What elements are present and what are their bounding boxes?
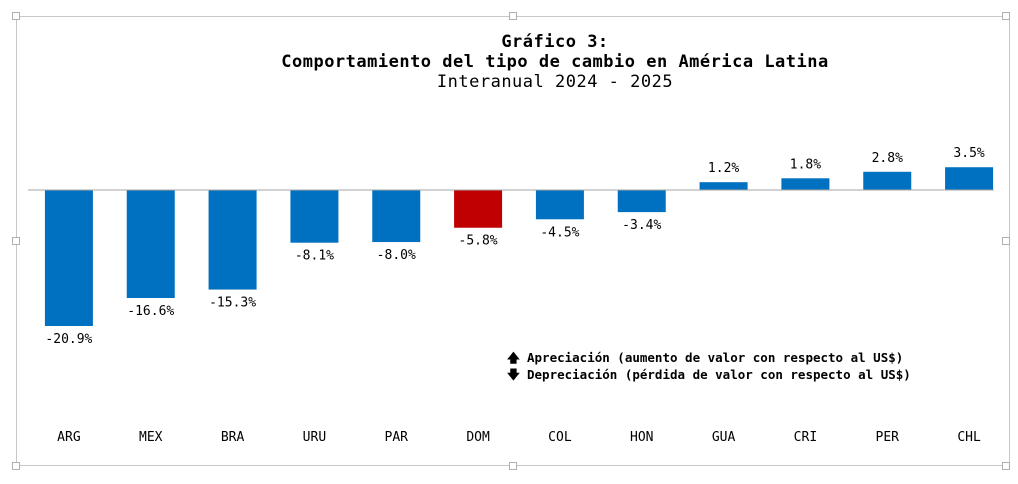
chart-title: Gráfico 3: bbox=[501, 32, 609, 52]
data-label-per: 2.8% bbox=[872, 151, 903, 166]
category-label-arg: ARG bbox=[57, 430, 81, 445]
category-label-bra: BRA bbox=[221, 430, 245, 445]
bar-cri bbox=[781, 178, 830, 190]
data-label-par: -8.0% bbox=[377, 248, 416, 263]
data-label-uru: -8.1% bbox=[295, 249, 334, 264]
bar-par bbox=[372, 190, 421, 243]
resize-handle-right[interactable] bbox=[1002, 237, 1010, 245]
depreciation-note: Depreciación (pérdida de valor con respe… bbox=[527, 367, 911, 382]
data-label-bra: -15.3% bbox=[209, 296, 256, 311]
category-label-par: PAR bbox=[385, 430, 409, 445]
resize-handle-bottom-left[interactable] bbox=[12, 462, 20, 470]
data-label-gua: 1.2% bbox=[708, 161, 739, 176]
data-label-arg: -20.9% bbox=[45, 332, 92, 347]
resize-handle-top-right[interactable] bbox=[1002, 12, 1010, 20]
resize-handle-bottom-right[interactable] bbox=[1002, 462, 1010, 470]
appreciation-note: Apreciación (aumento de valor con respec… bbox=[527, 350, 904, 365]
category-label-col: COL bbox=[548, 430, 572, 445]
data-label-cri: 1.8% bbox=[790, 157, 821, 172]
bar-mex bbox=[126, 190, 175, 299]
bar-chl bbox=[945, 167, 994, 190]
chart-annotation: 🡅 Apreciación (aumento de valor con resp… bbox=[507, 349, 937, 383]
category-label-chl: CHL bbox=[957, 430, 981, 445]
bar-arg bbox=[44, 190, 93, 326]
bar-col bbox=[535, 190, 584, 220]
resize-handle-top[interactable] bbox=[509, 12, 517, 20]
data-label-dom: -5.8% bbox=[459, 234, 498, 249]
category-label-cri: CRI bbox=[794, 430, 817, 445]
category-label-hon: HON bbox=[630, 430, 653, 445]
chart-subtitle: Comportamiento del tipo de cambio en Amé… bbox=[281, 52, 829, 72]
bar-hon bbox=[617, 190, 666, 213]
bar-gua bbox=[699, 182, 748, 190]
resize-handle-bottom[interactable] bbox=[509, 462, 517, 470]
category-label-uru: URU bbox=[303, 430, 326, 445]
arrow-up-icon: 🡅 bbox=[507, 350, 520, 365]
bar-bra bbox=[208, 190, 257, 290]
bar-dom bbox=[454, 190, 503, 228]
category-label-gua: GUA bbox=[712, 430, 736, 445]
chart-period: Interanual 2024 - 2025 bbox=[436, 72, 674, 92]
category-label-per: PER bbox=[876, 430, 900, 445]
data-label-chl: 3.5% bbox=[953, 146, 984, 161]
category-label-dom: DOM bbox=[466, 430, 490, 445]
bar-per bbox=[863, 171, 912, 190]
data-label-mex: -16.6% bbox=[127, 304, 174, 319]
category-label-mex: MEX bbox=[139, 430, 163, 445]
data-label-col: -4.5% bbox=[540, 225, 579, 240]
data-label-hon: -3.4% bbox=[622, 218, 661, 233]
chart-title-block: Gráfico 3: Comportamiento del tipo de ca… bbox=[0, 32, 1018, 92]
resize-handle-left[interactable] bbox=[12, 237, 20, 245]
arrow-down-icon: 🡇 bbox=[507, 367, 520, 382]
bar-uru bbox=[290, 190, 339, 243]
resize-handle-top-left[interactable] bbox=[12, 12, 20, 20]
